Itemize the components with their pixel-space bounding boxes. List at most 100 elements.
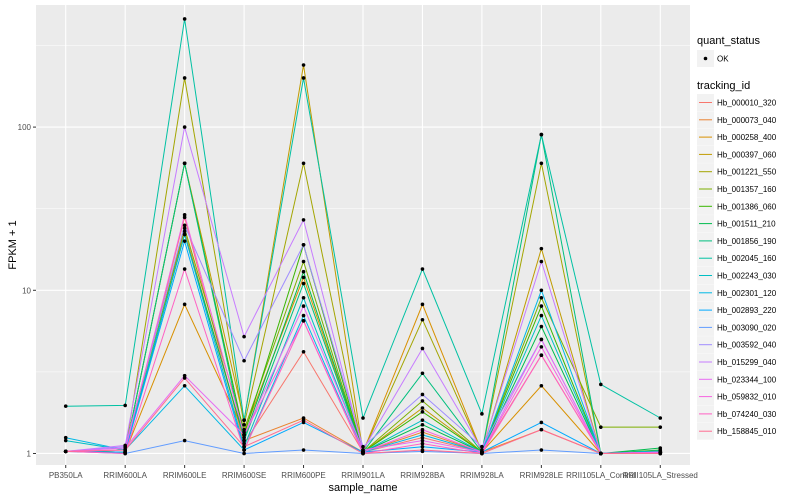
- legend-label-Hb_023344_100: Hb_023344_100: [717, 375, 777, 384]
- legend-label-Hb_000258_400: Hb_000258_400: [717, 133, 777, 142]
- data-point-Hb_000258_400: [539, 383, 544, 388]
- data-point-Hb_001511_210: [539, 324, 544, 329]
- data-point-Hb_000397_060: [539, 246, 544, 251]
- data-point-Hb_003592_040: [182, 223, 187, 228]
- data-point-Hb_003592_040: [301, 242, 306, 247]
- data-point-Hb_059832_010: [420, 427, 425, 432]
- data-point-Hb_003592_040: [242, 358, 246, 363]
- data-point-Hb_001357_160: [242, 427, 246, 432]
- data-point-Hb_001386_060: [539, 304, 544, 308]
- data-point-Hb_002045_160: [539, 132, 544, 137]
- data-point-Hb_015299_040: [123, 443, 127, 448]
- data-point-Hb_002045_160: [242, 418, 246, 422]
- data-point-Hb_002243_030: [420, 418, 425, 422]
- data-point-Hb_074240_030: [539, 353, 544, 358]
- legend-label-Hb_059832_010: Hb_059832_010: [717, 393, 777, 402]
- data-point-Hb_003592_040: [480, 444, 484, 449]
- legend-label-Hb_000073_040: Hb_000073_040: [717, 116, 777, 125]
- data-point-Hb_158845_010: [301, 418, 306, 422]
- data-point-Hb_158845_010: [182, 376, 187, 380]
- data-point-Hb_002301_120: [539, 288, 544, 293]
- data-point-Hb_001221_550: [301, 161, 306, 166]
- data-point-Hb_002243_030: [182, 232, 187, 237]
- x-tick-label: RRII105LA_Stressed: [623, 471, 698, 480]
- x-tick-label: RRIM600LE: [163, 471, 207, 480]
- color-legend-title: tracking_id: [697, 80, 750, 92]
- shape-legend-point: [703, 56, 708, 61]
- legend-label-Hb_000010_320: Hb_000010_320: [717, 99, 777, 108]
- legend-label-Hb_074240_030: Hb_074240_030: [717, 410, 777, 419]
- data-point-Hb_000010_320: [420, 435, 425, 440]
- data-point-Hb_001856_190: [301, 281, 306, 286]
- shape-legend-label: OK: [717, 55, 729, 64]
- data-point-Hb_000010_320: [182, 215, 187, 220]
- data-point-Hb_001221_550: [242, 422, 246, 427]
- y-tick-label: 1: [27, 449, 32, 458]
- x-tick-label: RRII105LA_Control: [566, 471, 636, 480]
- data-point-Hb_015299_040: [182, 125, 187, 129]
- data-point-Hb_074240_030: [123, 451, 127, 456]
- data-point-Hb_015299_040: [539, 259, 544, 264]
- data-point-Hb_158845_010: [420, 448, 425, 452]
- data-point-Hb_001856_190: [242, 438, 246, 443]
- data-point-Hb_001386_060: [420, 410, 425, 414]
- legend: quant_status tracking_id OK Hb_000010_320…: [697, 35, 777, 440]
- data-point-Hb_002045_160: [182, 17, 187, 21]
- data-point-Hb_002893_220: [182, 239, 187, 243]
- data-point-Hb_001511_210: [420, 422, 425, 427]
- data-point-Hb_000397_060: [301, 63, 306, 67]
- data-point-Hb_015299_040: [420, 346, 425, 351]
- data-point-Hb_000397_060: [420, 406, 425, 410]
- x-tick-label: RRIM901LA: [341, 471, 385, 480]
- data-point-Hb_000010_320: [301, 349, 306, 354]
- data-point-Hb_000010_320: [242, 441, 246, 446]
- data-point-Hb_002301_120: [301, 313, 306, 318]
- data-point-Hb_059832_010: [242, 433, 246, 437]
- data-point-Hb_001511_210: [301, 269, 306, 274]
- legend-label-Hb_002045_160: Hb_002045_160: [717, 254, 777, 263]
- data-point-Hb_002301_120: [63, 435, 68, 440]
- x-tick-label: RRIM600SE: [222, 471, 266, 480]
- legend-label-Hb_015299_040: Hb_015299_040: [717, 358, 777, 367]
- legend-label-Hb_001511_210: Hb_001511_210: [717, 220, 776, 229]
- data-point-Hb_002045_160: [658, 416, 663, 420]
- data-point-Hb_059832_010: [539, 345, 544, 349]
- legend-label-Hb_002243_030: Hb_002243_030: [717, 272, 777, 281]
- data-point-Hb_002045_160: [361, 416, 365, 420]
- data-point-Hb_158845_010: [480, 451, 484, 456]
- legend-label-Hb_001221_550: Hb_001221_550: [717, 168, 777, 177]
- data-point-Hb_158845_010: [63, 449, 68, 454]
- data-point-Hb_001357_160: [658, 425, 663, 429]
- data-point-Hb_001357_160: [301, 259, 306, 264]
- data-point-Hb_023344_100: [420, 438, 425, 443]
- data-point-Hb_002045_160: [420, 267, 425, 271]
- legend-label-Hb_002893_220: Hb_002893_220: [717, 306, 777, 315]
- data-point-Hb_158845_010: [123, 448, 127, 452]
- data-point-Hb_001856_190: [182, 161, 187, 166]
- x-tick-label: PB350LA: [49, 471, 83, 480]
- data-point-Hb_074240_030: [420, 441, 425, 446]
- data-point-Hb_015299_040: [301, 218, 306, 222]
- y-tick-label: 100: [18, 123, 32, 132]
- data-point-Hb_002243_030: [539, 313, 544, 318]
- x-tick-label: RRIM928LA: [460, 471, 504, 480]
- data-point-Hb_003592_040: [361, 444, 365, 449]
- data-point-Hb_015299_040: [242, 334, 246, 339]
- data-point-Hb_002243_030: [301, 295, 306, 300]
- data-point-Hb_001511_210: [242, 435, 246, 440]
- data-point-Hb_003090_020: [301, 448, 306, 452]
- data-point-Hb_001357_160: [599, 425, 603, 429]
- data-point-Hb_001357_160: [420, 399, 425, 403]
- data-point-Hb_023344_100: [539, 337, 544, 342]
- data-point-Hb_001511_210: [658, 446, 663, 450]
- data-point-Hb_001856_190: [420, 371, 425, 376]
- data-point-Hb_158845_010: [658, 451, 663, 456]
- x-tick-label: RRIM600LA: [103, 471, 147, 480]
- data-point-Hb_001357_160: [182, 226, 187, 231]
- data-point-Hb_158845_010: [599, 451, 603, 456]
- data-point-Hb_003090_020: [539, 448, 544, 452]
- y-tick-label: 10: [22, 286, 31, 295]
- data-point-Hb_000258_400: [301, 275, 306, 280]
- data-point-Hb_001357_160: [539, 295, 544, 300]
